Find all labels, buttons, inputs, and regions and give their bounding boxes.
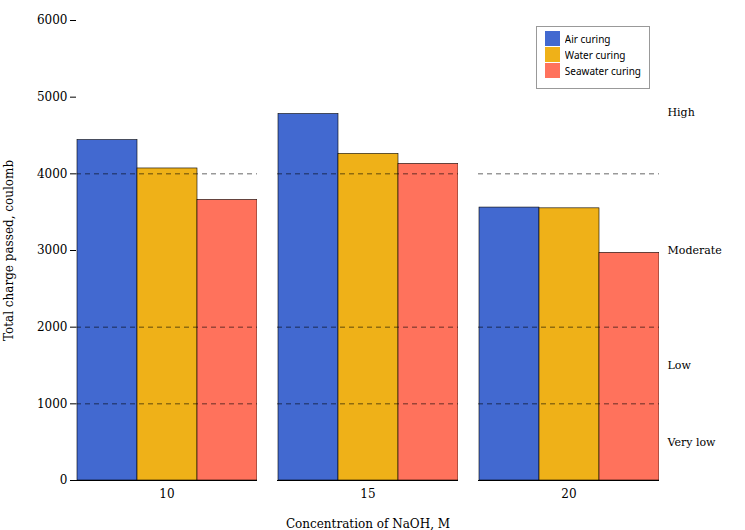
svg-text:Total charge passed, coulomb: Total charge passed, coulomb [2, 160, 16, 342]
html-text:Water curing: Water curing [564, 47, 626, 62]
svg-text:1000: 1000 [37, 397, 68, 411]
svg-text:5000: 5000 [37, 90, 68, 104]
svg-text:0: 0 [60, 473, 68, 487]
html-text:Seawater curing: Seawater curing [564, 63, 641, 78]
svg-text:10: 10 [159, 487, 174, 501]
svg-text:20: 20 [561, 487, 576, 501]
svg-text:2000: 2000 [37, 320, 68, 334]
html-text:Air curing: Air curing [564, 31, 611, 46]
svg-text:Moderate: Moderate [668, 244, 722, 257]
svg-text:High: High [668, 106, 695, 119]
svg-text:3000: 3000 [37, 243, 68, 257]
svg-text:Low: Low [668, 359, 692, 372]
svg-text:Concentration of NaOH, M: Concentration of NaOH, M [286, 517, 450, 530]
svg-text:4000: 4000 [37, 167, 68, 181]
svg-text:15: 15 [360, 487, 375, 501]
svg-text:Very low: Very low [667, 436, 717, 449]
svg-text:6000: 6000 [37, 13, 68, 27]
